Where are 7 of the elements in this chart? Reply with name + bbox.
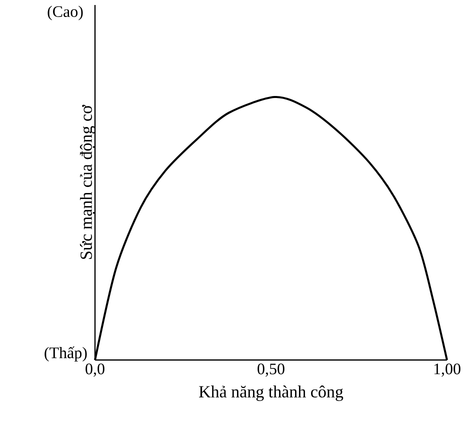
- text: (Cao): [48, 6, 83, 20]
- text: (Thấp): [44, 346, 87, 362]
- y-axis-title: Sức mạnh của động cơ: [80, 104, 96, 259]
- x-tick-label: 0,50: [258, 364, 284, 377]
- x-tick-label: 1,00: [434, 364, 460, 377]
- x-tick-label: 0,0: [86, 364, 104, 377]
- x-axis-title: Khả năng thành công: [199, 386, 344, 401]
